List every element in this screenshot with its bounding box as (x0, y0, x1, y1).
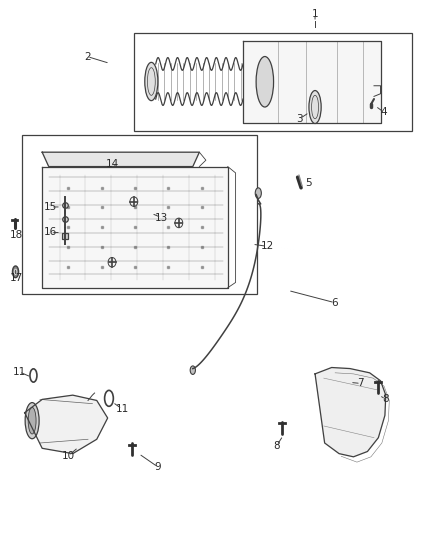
Ellipse shape (12, 266, 18, 278)
Text: 7: 7 (357, 378, 364, 389)
Text: 2: 2 (84, 52, 91, 61)
Text: 14: 14 (106, 159, 119, 169)
Ellipse shape (309, 91, 321, 124)
Polygon shape (243, 41, 381, 123)
Text: 3: 3 (297, 114, 303, 124)
Ellipse shape (14, 269, 17, 274)
Text: 16: 16 (44, 228, 57, 238)
Text: 12: 12 (261, 241, 274, 251)
Text: 17: 17 (9, 273, 23, 283)
Ellipse shape (256, 56, 274, 107)
Text: 1: 1 (312, 9, 318, 19)
Text: 18: 18 (9, 230, 23, 240)
Ellipse shape (145, 62, 158, 101)
Bar (21, 135, 257, 294)
Ellipse shape (25, 402, 39, 439)
Polygon shape (42, 152, 199, 166)
Text: 9: 9 (155, 462, 161, 472)
Polygon shape (25, 395, 108, 454)
Ellipse shape (190, 366, 195, 374)
Text: 5: 5 (305, 177, 312, 188)
Text: 10: 10 (62, 451, 75, 461)
Text: 4: 4 (381, 107, 387, 117)
Text: 6: 6 (332, 297, 338, 308)
Polygon shape (315, 368, 386, 457)
Text: 15: 15 (44, 202, 57, 212)
Ellipse shape (28, 407, 36, 434)
Text: 11: 11 (12, 367, 26, 377)
Text: 8: 8 (382, 394, 389, 405)
Bar (134, 33, 413, 131)
Polygon shape (42, 166, 228, 288)
Text: 13: 13 (155, 213, 168, 223)
Ellipse shape (255, 188, 261, 198)
Text: 11: 11 (116, 404, 129, 414)
Polygon shape (42, 152, 199, 155)
Text: 8: 8 (273, 441, 280, 451)
